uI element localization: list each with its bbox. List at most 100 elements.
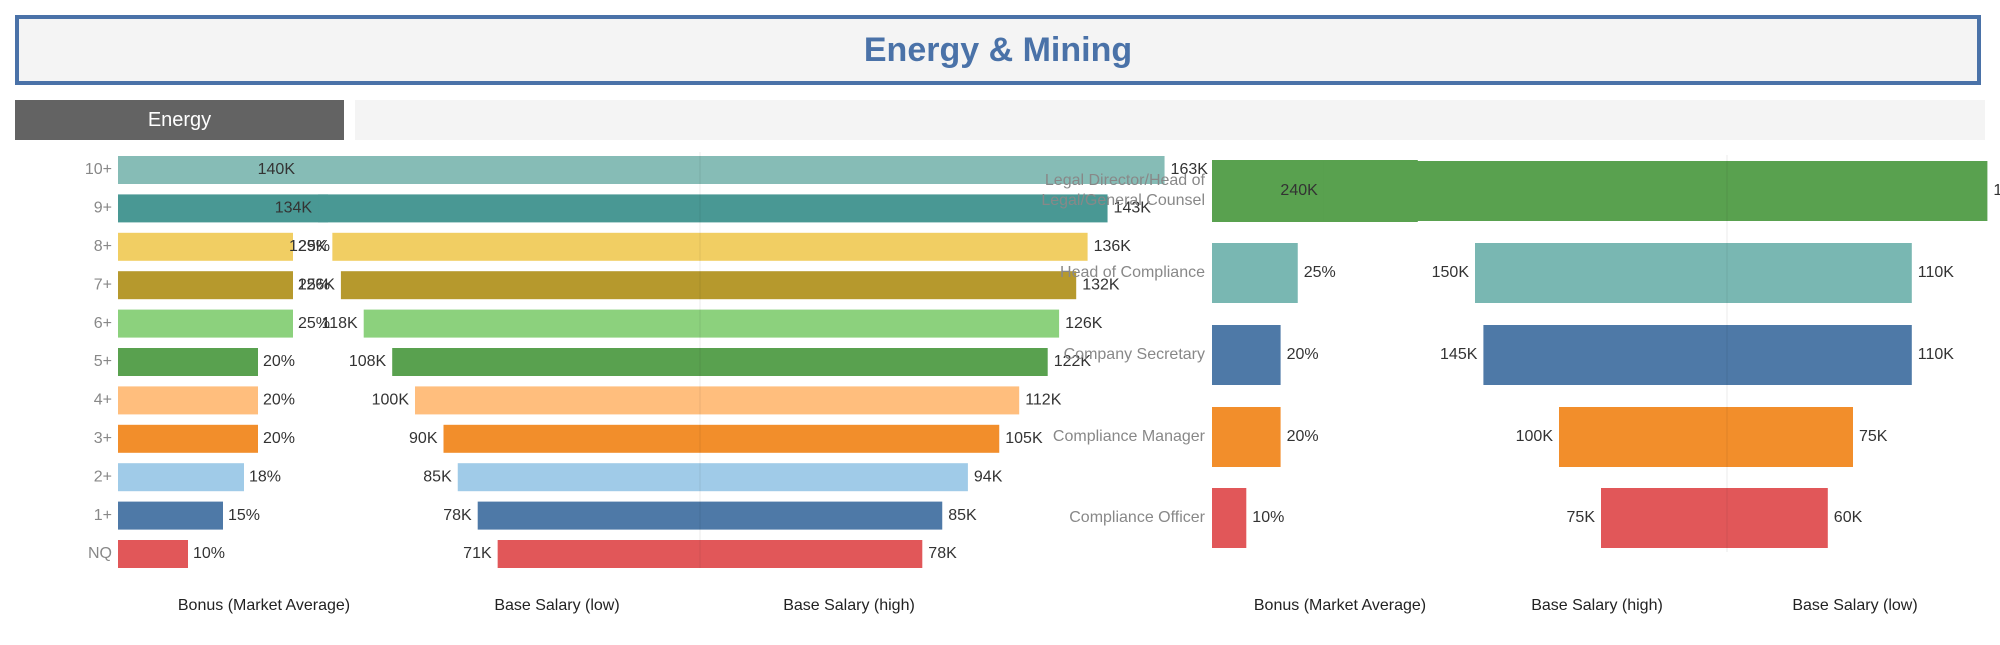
salary-high-bar [700, 309, 1060, 338]
salary-low-label: 71K [463, 545, 492, 562]
role-label: Head of Compliance [1060, 264, 1205, 281]
category-label: 3+ [94, 430, 112, 447]
salary-high-bar [700, 386, 1020, 415]
bonus-value-label: 25% [298, 276, 330, 293]
salary-high-label: 122K [1054, 353, 1092, 370]
tab-energy[interactable]: Energy [15, 100, 344, 140]
role-label: Legal Director/Head of [1045, 172, 1206, 189]
role-salary-low-bar [1727, 161, 1988, 221]
salary-low-bar [318, 194, 700, 223]
tab-bar-filler [355, 100, 1985, 140]
category-label: 6+ [94, 315, 112, 332]
category-label: 9+ [94, 200, 112, 217]
category-label: 1+ [94, 507, 112, 524]
salary-low-bar [301, 156, 700, 184]
salary-high-label: 126K [1065, 315, 1103, 332]
category-label: 4+ [94, 392, 112, 409]
role-label: Legal/General Counsel [1041, 192, 1205, 209]
tab-energy-label: Energy [147, 108, 212, 131]
salary-low-bar [363, 309, 700, 338]
salary-low-label: 140K [258, 161, 296, 178]
x-axis-label: Bonus (Market Average) [178, 597, 350, 614]
salary-low-label: 126K [298, 276, 336, 293]
role-bonus-value-label: 25% [1304, 264, 1336, 281]
role-label: Compliance Officer [1069, 509, 1205, 526]
salary-low-label: 134K [275, 200, 313, 217]
category-label: 7+ [94, 276, 112, 293]
role-salary-high-bar [1559, 407, 1727, 467]
salary-low-bar [415, 386, 700, 415]
salary-high-bar [700, 348, 1048, 376]
bonus-bar [118, 271, 293, 300]
page-title: Energy & Mining [863, 30, 1133, 69]
salary-high-label: 78K [928, 545, 957, 562]
category-label: 8+ [94, 238, 112, 255]
salary-high-label: 136K [1094, 238, 1132, 255]
bonus-bar [118, 386, 258, 415]
role-salary-low-bar [1727, 243, 1912, 303]
role-bonus-value-label: 20% [1287, 346, 1319, 363]
bonus-bar [118, 348, 258, 376]
x-axis-label: Bonus (Market Average) [1254, 597, 1426, 614]
salary-low-bar [340, 271, 700, 300]
category-label: NQ [88, 545, 112, 562]
salary-low-label: 108K [349, 353, 387, 370]
role-salary-high-bar [1601, 488, 1727, 548]
salary-low-label: 100K [372, 392, 410, 409]
dashboard-title-banner: Energy & Mining [15, 15, 1981, 85]
role-salary-high-label: 145K [1440, 346, 1478, 363]
salary-low-bar [392, 348, 700, 376]
bonus-bar [118, 540, 188, 568]
bonus-bar [118, 424, 258, 453]
bonus-value-label: 18% [249, 468, 281, 485]
salary-low-bar [497, 540, 700, 568]
bonus-value-label: 20% [263, 392, 295, 409]
salary-high-label: 132K [1082, 276, 1120, 293]
salary-high-bar [700, 501, 943, 530]
role-bonus-bar [1212, 488, 1247, 548]
role-salary-low-bar [1727, 407, 1853, 467]
salary-high-bar [700, 156, 1165, 184]
bonus-value-label: 20% [263, 430, 295, 447]
bonus-value-label: 25% [298, 315, 330, 332]
salary-high-label: 112K [1025, 392, 1062, 409]
role-label: Company Secretary [1064, 346, 1205, 363]
role-salary-low-bar [1727, 488, 1828, 548]
salary-high-label: 94K [974, 468, 1003, 485]
x-axis-label-high: Base Salary (high) [783, 597, 915, 614]
role-salary-high-label: 150K [1432, 264, 1470, 281]
bonus-bar [118, 232, 293, 261]
role-salary-low-label: 110K [1918, 346, 1955, 363]
salary-low-label: 85K [423, 468, 452, 485]
salary-low-bar [457, 463, 700, 492]
salary-high-label: 105K [1005, 430, 1043, 447]
salary-high-label: 85K [948, 507, 977, 524]
salary-high-bar [700, 463, 968, 492]
bonus-bar [118, 463, 244, 492]
category-label: 5+ [94, 353, 112, 370]
role-salary-high-label: 75K [1567, 509, 1596, 526]
role-bonus-value-label: 20% [1287, 428, 1319, 445]
x-axis-label-low: Base Salary (low) [494, 597, 619, 614]
role-salary-high-label: 240K [1280, 182, 1318, 199]
salary-low-label: 129K [289, 238, 327, 255]
salary-high-bar [700, 540, 923, 568]
bonus-bar [118, 194, 328, 223]
role-bonus-bar [1212, 407, 1281, 467]
role-salary-low-label: 60K [1834, 509, 1863, 526]
bonus-value-label: 25% [298, 238, 330, 255]
salary-low-bar [443, 424, 700, 453]
bonus-bar [118, 309, 293, 338]
salary-low-bar [332, 232, 700, 261]
salary-high-bar [700, 271, 1077, 300]
salary-high-label: 163K [1171, 161, 1209, 178]
salary-high-bar [700, 194, 1108, 223]
role-salary-low-label: 75K [1859, 428, 1888, 445]
role-bonus-bar [1212, 325, 1281, 385]
salary-low-bar [477, 501, 700, 530]
bonus-value-label: 15% [228, 507, 260, 524]
role-salary-high-bar [1483, 325, 1727, 385]
category-label: 10+ [85, 161, 112, 178]
salary-low-label: 118K [322, 315, 359, 332]
